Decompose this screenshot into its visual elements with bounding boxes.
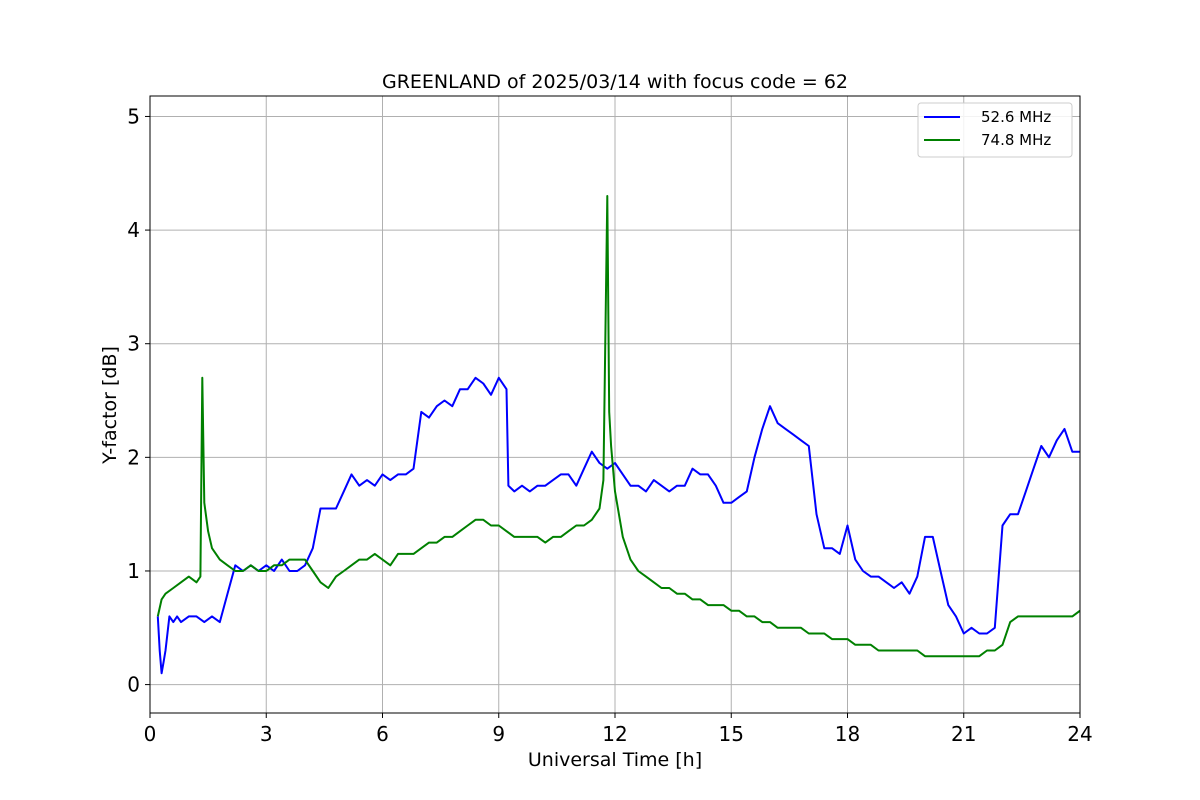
y-tick-label: 2 <box>127 445 140 469</box>
series-line-52-6-mhz <box>156 376 1080 675</box>
x-tick-label: 12 <box>602 722 627 746</box>
chart-title: GREENLAND of 2025/03/14 with focus code … <box>382 71 848 93</box>
y-tick-label: 3 <box>127 332 140 356</box>
x-tick-label: 6 <box>376 722 389 746</box>
x-tick-label: 3 <box>260 722 273 746</box>
legend-label-52-6-mhz: 52.6 MHz <box>981 108 1051 126</box>
x-tick-label: 24 <box>1067 722 1092 746</box>
x-tick-label: 15 <box>719 722 744 746</box>
x-tick-label: 21 <box>951 722 976 746</box>
y-axis-label: Y-factor [dB] <box>99 346 121 465</box>
series-layer <box>156 195 1080 675</box>
y-tick-label: 4 <box>127 218 140 242</box>
y-tick-label: 5 <box>127 104 140 128</box>
series-line-74-8-mhz <box>156 195 1080 658</box>
y-tick-label: 1 <box>127 559 140 583</box>
legend: 52.6 MHz 74.8 MHz <box>917 102 1073 158</box>
y-tick-label: 0 <box>127 673 140 697</box>
legend-label-74-8-mhz: 74.8 MHz <box>981 131 1051 149</box>
x-tick-label: 0 <box>144 722 157 746</box>
x-axis-label: Universal Time [h] <box>528 749 702 771</box>
x-tick-label: 9 <box>492 722 505 746</box>
x-tick-label: 18 <box>835 722 860 746</box>
